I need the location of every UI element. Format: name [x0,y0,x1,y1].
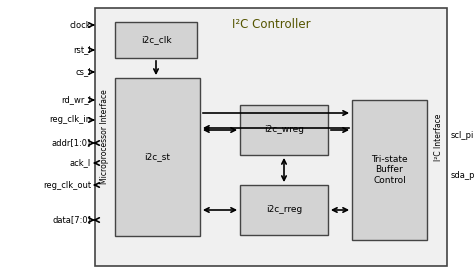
Text: ack_l: ack_l [70,158,91,167]
Text: I²C Interface: I²C Interface [435,113,444,161]
Text: scl_pin: scl_pin [451,130,474,139]
Text: I²C Controller: I²C Controller [232,18,310,31]
Text: sda_pin: sda_pin [451,170,474,179]
Text: i2c_clk: i2c_clk [141,36,171,44]
Bar [115,22,197,58]
Text: data[7:0]: data[7:0] [52,215,91,224]
Text: rd_wr_l: rd_wr_l [61,96,91,104]
Bar [240,185,328,235]
Text: reg_clk_in: reg_clk_in [49,116,91,124]
Text: reg_clk_out: reg_clk_out [43,181,91,190]
Text: rst_l: rst_l [73,45,91,55]
Text: i2c_wreg: i2c_wreg [264,125,304,135]
Bar [352,100,427,240]
Text: Tri-state
Buffer
Control: Tri-state Buffer Control [371,155,408,185]
Bar [115,78,200,236]
Bar [95,8,447,266]
Text: Microprocessor Interface: Microprocessor Interface [100,90,109,184]
Bar [240,105,328,155]
Text: i2c_st: i2c_st [145,153,171,161]
Text: addr[1:0]: addr[1:0] [52,138,91,147]
Text: cs_l: cs_l [75,67,91,76]
Text: clock: clock [69,21,91,30]
Text: i2c_rreg: i2c_rreg [266,206,302,215]
